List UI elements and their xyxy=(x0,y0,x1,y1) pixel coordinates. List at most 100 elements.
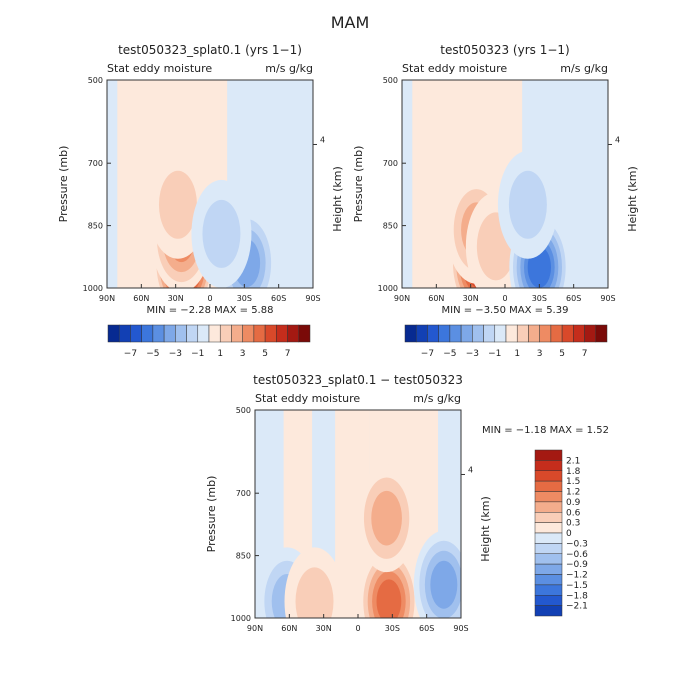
colorbar-box xyxy=(404,324,417,343)
colorbar-box xyxy=(539,324,552,343)
y2-tick-label: 4 xyxy=(615,135,620,144)
y-axis-label: Pressure (mb) xyxy=(205,476,218,553)
x-tick-label: 30S xyxy=(385,624,400,633)
colorbar-tick-label: 1.2 xyxy=(566,488,580,498)
colorbar-box xyxy=(130,324,142,343)
panel-subtitle-left: Stat eddy moisture xyxy=(107,62,212,75)
colorbar-box xyxy=(253,324,266,343)
colorbar-box xyxy=(534,563,563,575)
colorbar-box xyxy=(534,491,563,503)
min-max-stats: MIN = −2.28 MAX = 5.88 xyxy=(147,305,274,316)
contour-fill xyxy=(117,80,277,288)
colorbar-box xyxy=(534,584,563,596)
panel-title: test050323_splat0.1 (yrs 1−1) xyxy=(118,43,302,57)
x-tick-label: 60S xyxy=(419,624,434,633)
y-tick-label: 500 xyxy=(88,76,103,85)
y-tick-label: 500 xyxy=(236,406,251,415)
panel-subtitle-right: m/s g/kg xyxy=(265,62,313,75)
panel-1: test050323_splat0.1 (yrs 1−1) Stat eddy m… xyxy=(57,43,344,359)
min-max-stats: MIN = −1.18 MAX = 1.52 xyxy=(482,425,609,436)
colorbar-box xyxy=(107,324,120,343)
y2-tick-label: 4 xyxy=(320,135,325,144)
y-tick-label: 500 xyxy=(383,76,398,85)
colorbar-box xyxy=(534,449,563,461)
colorbar-box xyxy=(505,324,518,343)
x-tick-label: 90N xyxy=(394,294,410,303)
colorbar-box xyxy=(118,324,131,343)
colorbar-box xyxy=(460,324,473,343)
panel-title: test050323 (yrs 1−1) xyxy=(440,43,569,57)
colorbar-tick-label: −0.3 xyxy=(566,539,588,549)
colorbar-box xyxy=(415,324,428,343)
colorbar-box xyxy=(438,324,451,343)
y-tick-label: 700 xyxy=(88,159,103,168)
colorbar-tick-label: −1 xyxy=(191,349,204,359)
colorbar-box xyxy=(534,512,563,523)
x-tick-label: 90S xyxy=(305,294,320,303)
x-tick-label: 0 xyxy=(502,294,507,303)
colorbar-tick-label: 2.1 xyxy=(566,456,580,466)
x-tick-label: 60N xyxy=(281,624,297,633)
colorbar-box xyxy=(534,460,563,471)
colorbar-tick-label: 5 xyxy=(262,349,268,359)
contour-level xyxy=(508,170,547,239)
colorbar-box xyxy=(494,324,507,343)
x-tick-label: 90S xyxy=(453,624,468,633)
colorbar-box xyxy=(534,543,563,554)
colorbar-tick-label: −1.2 xyxy=(566,571,588,581)
colorbar-tick-label: 1.5 xyxy=(566,477,580,487)
colorbar-box xyxy=(573,324,585,343)
panel-subtitle-right: m/s g/kg xyxy=(413,392,461,405)
panel-subtitle-left: Stat eddy moisture xyxy=(402,62,507,75)
colorbar-box xyxy=(534,480,563,492)
colorbar-tick-label: 1 xyxy=(514,349,520,359)
colorbar-box xyxy=(528,324,540,343)
x-tick-label: 90N xyxy=(247,624,263,633)
colorbar-box xyxy=(276,324,288,343)
contour-level xyxy=(202,199,241,268)
colorbar-box xyxy=(472,324,484,343)
colorbar-tick-label: −0.9 xyxy=(566,560,588,570)
x-tick-label: 0 xyxy=(207,294,212,303)
colorbar-box xyxy=(197,324,210,343)
min-max-stats: MIN = −3.50 MAX = 5.39 xyxy=(442,305,569,316)
colorbar-box xyxy=(298,324,311,343)
colorbar-box xyxy=(175,324,187,343)
colorbar-box xyxy=(242,324,255,343)
colorbar-box xyxy=(534,522,563,534)
colorbar-tick-label: 7 xyxy=(285,349,291,359)
colorbar-box xyxy=(595,324,608,343)
colorbar-box xyxy=(231,324,243,343)
colorbar-tick-label: 0 xyxy=(566,529,572,539)
colorbar-box xyxy=(534,595,563,606)
colorbar-tick-label: 3 xyxy=(240,349,246,359)
x-tick-label: 30S xyxy=(532,294,547,303)
colorbar-tick-label: −7 xyxy=(124,349,137,359)
panel-3: test050323_splat0.1 − test050323 Stat edd… xyxy=(205,373,609,633)
colorbar-tick-label: 1.8 xyxy=(566,467,581,477)
contour-level xyxy=(430,560,458,609)
colorbar: 2.11.81.51.20.90.60.30−0.3−0.6−0.9−1.2−1… xyxy=(534,449,588,617)
colorbar-tick-label: −1 xyxy=(488,349,501,359)
x-tick-label: 60N xyxy=(133,294,149,303)
colorbar-tick-label: −7 xyxy=(421,349,434,359)
colorbar-box xyxy=(516,324,529,343)
colorbar-tick-label: −0.6 xyxy=(566,550,588,560)
x-tick-label: 30S xyxy=(237,294,252,303)
colorbar-tick-label: −1.8 xyxy=(566,591,588,601)
colorbar-box xyxy=(141,324,154,343)
colorbar-box xyxy=(219,324,232,343)
y-tick-label: 1000 xyxy=(231,614,251,623)
y-tick-label: 1000 xyxy=(378,284,398,293)
colorbar-box xyxy=(534,532,563,544)
x-tick-label: 30N xyxy=(463,294,479,303)
panel-subtitle-left: Stat eddy moisture xyxy=(255,392,360,405)
colorbar-tick-label: 1 xyxy=(217,349,223,359)
x-tick-label: 0 xyxy=(355,624,360,633)
x-tick-label: 30N xyxy=(168,294,184,303)
colorbar-tick-label: −5 xyxy=(443,349,456,359)
colorbar-box xyxy=(152,324,165,343)
x-tick-label: 90S xyxy=(600,294,615,303)
colorbar-box xyxy=(561,324,574,343)
